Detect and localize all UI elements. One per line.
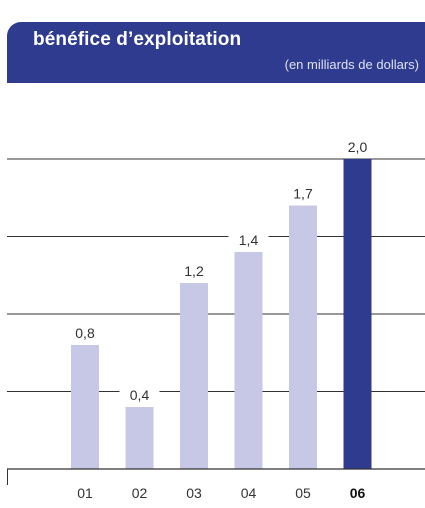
bar-label-mask (65, 323, 105, 343)
x-tick-label: 04 (241, 485, 257, 501)
bar-chart: 0,8 01 0,4 02 1,2 03 1,4 04 1,7 05 2,0 06 (7, 137, 425, 501)
bar (289, 205, 317, 469)
bar-label-mask (337, 137, 378, 157)
bar-label-mask (119, 385, 160, 405)
bar-value-label: 1,4 (239, 232, 259, 248)
bar-value-label: 1,2 (184, 263, 204, 279)
bar (180, 283, 208, 469)
bar-label-mask (228, 230, 269, 250)
x-tick-label: 02 (132, 485, 148, 501)
bar-value-label: 1,7 (293, 186, 313, 202)
chart-title: bénéfice d’exploitation (33, 29, 242, 50)
bar-value-label: 0,4 (130, 387, 150, 403)
x-tick-label: 06 (350, 485, 366, 501)
bar (343, 159, 372, 469)
x-tick-label: 05 (295, 485, 311, 501)
bar (71, 345, 99, 469)
bar-value-label: 0,8 (75, 325, 95, 341)
chart-subtitle: (en milliards de dollars) (284, 57, 419, 72)
bar-value-label: 2,0 (348, 139, 368, 155)
bar (125, 407, 154, 469)
x-tick-label: 03 (186, 485, 202, 501)
chart-header: bénéfice d’exploitation (en milliards de… (7, 22, 425, 83)
bar (234, 252, 263, 469)
x-tick-label: 01 (77, 485, 93, 501)
bar-label-mask (283, 183, 323, 204)
bar-label-mask (174, 261, 214, 281)
